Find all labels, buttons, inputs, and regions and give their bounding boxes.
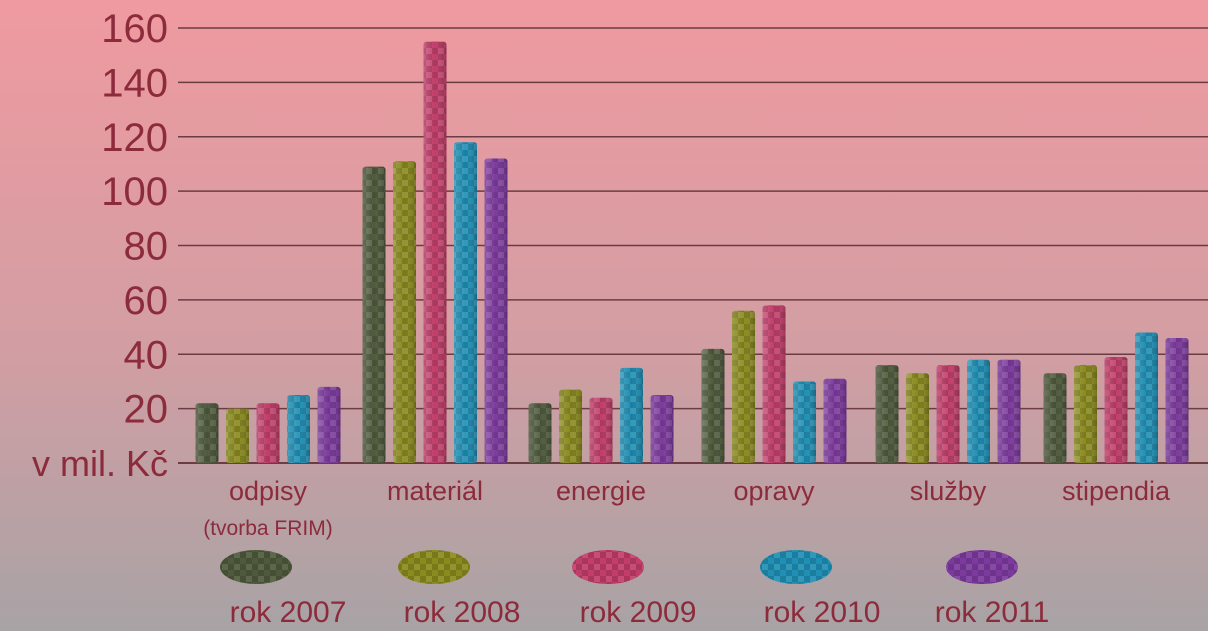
bar <box>1165 337 1189 463</box>
bar-shade <box>875 365 899 463</box>
bar <box>256 403 280 463</box>
bar-shade <box>936 365 960 463</box>
bar-shade <box>1135 332 1158 463</box>
bar <box>484 158 508 463</box>
category-label: materiál <box>387 476 483 506</box>
legend-label: rok 2010 <box>764 596 881 629</box>
legend-item: rok 2007 <box>220 550 346 629</box>
bar <box>650 395 674 463</box>
bar-shade <box>589 397 613 463</box>
bar-shade <box>620 367 643 463</box>
bar-shade <box>393 161 416 463</box>
bar <box>1043 373 1067 463</box>
bar <box>997 359 1021 463</box>
bar-shade <box>226 408 249 463</box>
bar <box>762 305 786 463</box>
unit-label: v mil. Kč <box>32 443 168 484</box>
bar <box>1104 356 1128 463</box>
bar-shade <box>823 378 847 463</box>
bar <box>195 403 219 463</box>
category-label: odpisy <box>229 476 308 506</box>
bar-shade <box>362 166 386 463</box>
bar <box>454 142 477 463</box>
bars <box>195 41 1189 463</box>
y-tick-label: 80 <box>124 225 169 269</box>
bar-shade <box>528 403 552 463</box>
bar-shade <box>967 359 990 463</box>
legend-swatch-texture <box>572 550 644 584</box>
y-tick-label: 100 <box>101 170 168 214</box>
bar <box>1135 332 1158 463</box>
bar <box>732 310 755 463</box>
bar <box>287 395 310 463</box>
y-tick-label: 40 <box>124 333 169 377</box>
bar <box>393 161 416 463</box>
bar-shade <box>484 158 508 463</box>
legend-item: rok 2009 <box>572 550 696 629</box>
legend-swatch-texture <box>220 550 292 584</box>
category-label: stipendia <box>1062 476 1171 506</box>
category-note: (tvorba FRIM) <box>203 517 333 540</box>
grid-lines <box>178 27 1208 464</box>
legend-swatch-texture <box>398 550 470 584</box>
legend-label: rok 2008 <box>404 596 521 629</box>
bar-shade <box>423 41 447 463</box>
bar-shade <box>732 310 755 463</box>
bar-shade <box>906 373 929 463</box>
bar <box>317 386 341 463</box>
bar-shade <box>317 386 341 463</box>
bar-shade <box>1043 373 1067 463</box>
legend-label: rok 2011 <box>935 596 1050 629</box>
bar-shade <box>762 305 786 463</box>
bar <box>362 166 386 463</box>
bar-shade <box>1104 356 1128 463</box>
bar <box>875 365 899 463</box>
legend-label: rok 2009 <box>580 596 697 629</box>
bar <box>528 403 552 463</box>
y-tick-label: 160 <box>101 7 168 51</box>
bar <box>793 381 816 463</box>
legend-swatch-texture <box>760 550 832 584</box>
bar-shade <box>559 389 582 463</box>
bar <box>936 365 960 463</box>
legend-label: rok 2007 <box>230 596 347 629</box>
y-tick-label: 120 <box>101 116 168 160</box>
bar <box>620 367 643 463</box>
legend-swatch-texture <box>946 550 1018 584</box>
bar-shade <box>195 403 219 463</box>
bar <box>823 378 847 463</box>
category-labels: odpisy (tvorba FRIM) materiál energie opravy… <box>203 476 1171 540</box>
bar <box>559 389 582 463</box>
bar <box>589 397 613 463</box>
bar-shade <box>793 381 816 463</box>
legend-item: rok 2011 <box>935 550 1050 629</box>
bar-shade <box>650 395 674 463</box>
y-tick-label: 20 <box>124 388 169 432</box>
category-label: energie <box>556 476 646 506</box>
bar <box>423 41 447 463</box>
bar-shade <box>1165 337 1189 463</box>
bar <box>967 359 990 463</box>
category-label: opravy <box>733 476 815 506</box>
bar-shade <box>701 348 725 463</box>
bar <box>226 408 249 463</box>
bar-shade <box>454 142 477 463</box>
bar-shade <box>287 395 310 463</box>
y-tick-label: 140 <box>101 61 168 105</box>
category-label: služby <box>910 476 987 506</box>
legend-item: rok 2008 <box>398 550 520 629</box>
legend: rok 2007 rok 2008 rok 2009 rok 2010 rok 2011 <box>220 550 1049 629</box>
bar-shade <box>997 359 1021 463</box>
bar <box>906 373 929 463</box>
bar <box>701 348 725 463</box>
y-tick-label: 60 <box>124 279 169 323</box>
y-axis-ticks: 20 40 60 80 100 120 140 160 <box>101 7 168 432</box>
bar-shade <box>1074 365 1097 463</box>
bar <box>1074 365 1097 463</box>
legend-item: rok 2010 <box>760 550 880 629</box>
bar-shade <box>256 403 280 463</box>
